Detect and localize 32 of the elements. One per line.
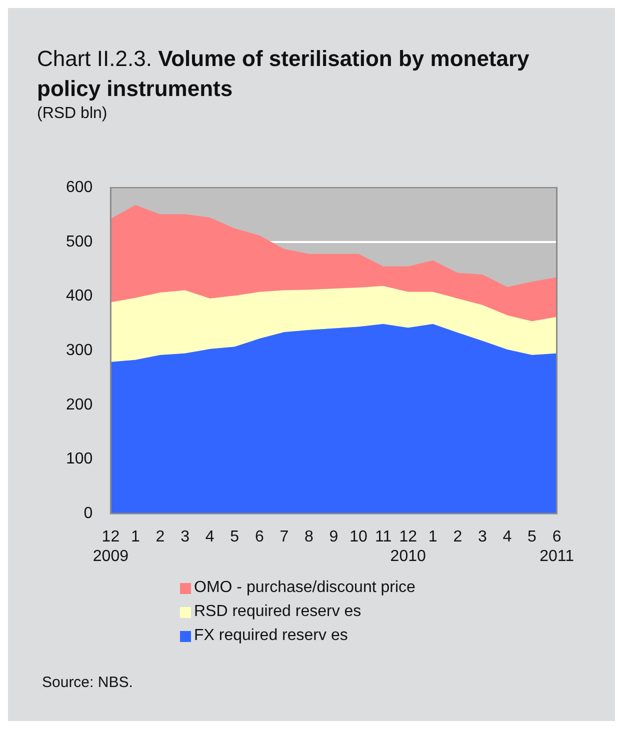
y-tick-label: 0 <box>84 505 93 522</box>
x-tick-label: 1 <box>428 528 438 546</box>
chart-title: Chart II.2.3. Volume of sterilisation by monetary policy instruments <box>37 46 530 101</box>
x-tick-label: 8 <box>304 528 314 546</box>
x-tick-label: 9 <box>329 528 338 546</box>
source-note: Source: NBS. <box>42 674 133 691</box>
y-tick-label: 600 <box>66 179 93 196</box>
legend-label: FX required reserv es <box>194 627 348 645</box>
x-tick-label: 10 <box>350 528 368 546</box>
legend-label: RSD required reserv es <box>194 603 362 621</box>
x-tick-label: 7 <box>280 528 289 546</box>
x-tick-label: 12 2009 <box>92 528 129 565</box>
y-tick-label: 400 <box>66 288 93 305</box>
x-tick-label: 6 <box>254 528 264 546</box>
y-tick-label: 200 <box>66 396 93 414</box>
y-tick-label: 500 <box>66 233 93 250</box>
x-tick-label: 4 <box>502 528 512 546</box>
x-tick-label: 2 <box>453 528 462 546</box>
x-tick-label: 4 <box>205 528 214 546</box>
x-tick-label: 1 <box>131 528 140 546</box>
x-tick-label: 2 <box>156 528 165 546</box>
x-tick-label: 6 2011 <box>540 528 574 565</box>
x-tick-label: 5 <box>230 528 240 546</box>
x-tick-label: 11 <box>375 528 392 546</box>
y-axis-title: (RSD bln) <box>37 105 108 123</box>
x-tick-label: 12 2010 <box>390 528 426 565</box>
x-tick-label: 3 <box>180 528 190 546</box>
x-tick-label: 5 <box>528 528 537 546</box>
y-tick-label: 100 <box>66 450 93 468</box>
x-tick-label: 3 <box>478 528 487 546</box>
legend-label: OMO - purchase/discount price <box>194 579 416 597</box>
y-tick-label: 300 <box>66 342 93 360</box>
